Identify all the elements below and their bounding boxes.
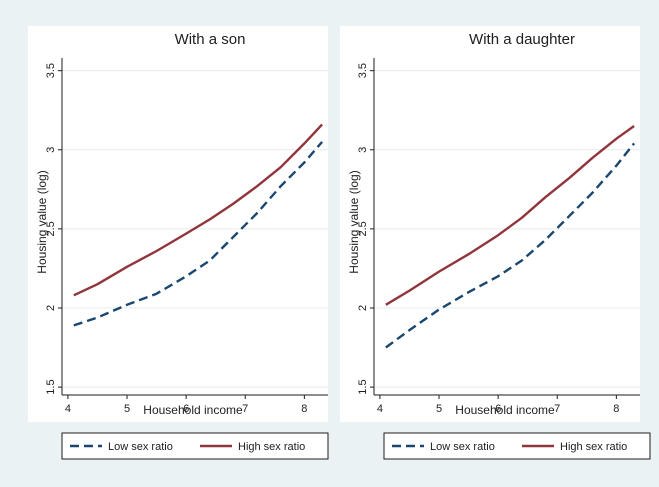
plot-daughter: 1.5 2 2.5 3 3.5 4 5 6 7 8 <box>357 58 640 415</box>
panel-daughter-background <box>340 26 640 422</box>
x-tick-label: 4 <box>65 403 71 415</box>
legend-daughter: Low sex ratio High sex ratio <box>383 432 651 460</box>
panel-son: With a son 1.5 2 2.5 3 3.5 4 5 6 7 8 Household in… <box>28 26 328 422</box>
panel-son-background <box>28 26 328 422</box>
legend-label: High sex ratio <box>238 441 305 453</box>
y-tick-label: 2 <box>45 305 57 311</box>
y-tick-label: 1.5 <box>45 379 57 394</box>
panel-son-x-axis-label: Household income <box>143 403 243 417</box>
x-tick-label: 4 <box>377 403 383 415</box>
x-tick-label: 6 <box>183 403 189 415</box>
panel-daughter-y-axis-label: Housing value (log) <box>347 170 361 273</box>
x-tick-label: 5 <box>124 403 130 415</box>
y-tick-label: 3.5 <box>357 63 369 78</box>
series-line-high-sex-ratio <box>73 123 323 297</box>
series-line-high-sex-ratio <box>385 125 635 306</box>
y-tick-label: 2 <box>357 305 369 311</box>
y-tick-label: 2.5 <box>357 221 369 236</box>
panel-daughter: With a daughter 1.5 2 2.5 3 3.5 4 5 6 7 8 Househo… <box>340 26 640 422</box>
legend-label: High sex ratio <box>560 441 627 453</box>
panel-daughter-x-axis-label: Household income <box>455 403 555 417</box>
legend-label: Low sex ratio <box>430 441 495 453</box>
y-tick-label: 1.5 <box>357 379 369 394</box>
series-line-low-sex-ratio <box>73 141 324 327</box>
y-tick-label: 3 <box>45 147 57 153</box>
x-tick-label: 7 <box>554 403 560 415</box>
panel-son-title: With a son <box>175 31 246 48</box>
legend-label: Low sex ratio <box>108 441 173 453</box>
x-tick-label: 8 <box>301 403 307 415</box>
x-tick-label: 8 <box>613 403 619 415</box>
legend-box <box>61 432 329 460</box>
y-tick-label: 3.5 <box>45 63 57 78</box>
x-tick-label: 5 <box>436 403 442 415</box>
panel-daughter-title: With a daughter <box>469 31 575 48</box>
series-line-low-sex-ratio <box>385 142 636 349</box>
legend-son: Low sex ratio High sex ratio <box>61 432 329 460</box>
legend-box <box>383 432 651 460</box>
panel-son-y-axis-label: Housing value (log) <box>35 170 49 273</box>
x-tick-label: 7 <box>242 403 248 415</box>
x-tick-label: 6 <box>495 403 501 415</box>
y-tick-label: 3 <box>357 147 369 153</box>
y-tick-label: 2.5 <box>45 221 57 236</box>
plot-son: 1.5 2 2.5 3 3.5 4 5 6 7 8 <box>45 58 328 415</box>
